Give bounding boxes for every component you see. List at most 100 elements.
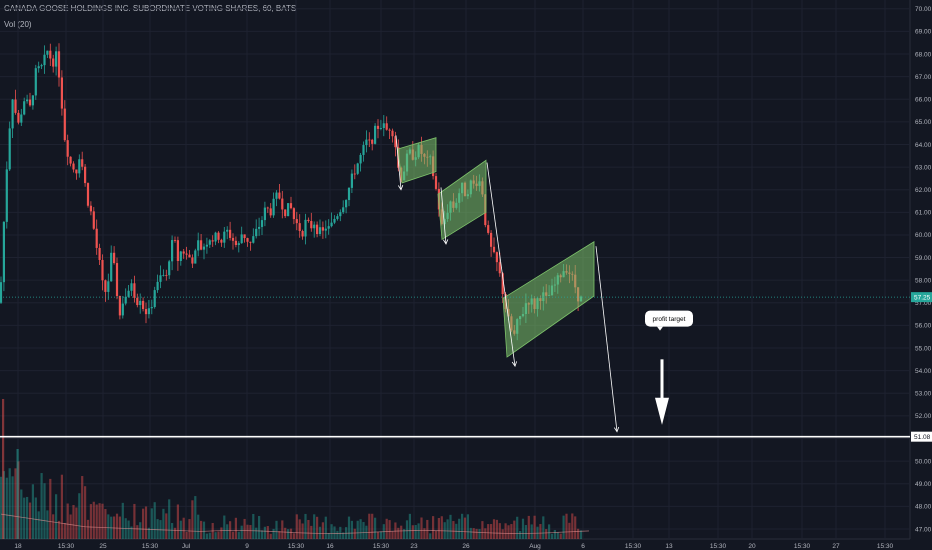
- candle-body: [365, 139, 368, 146]
- support-price-badge[interactable]: [911, 431, 932, 442]
- candle-body: [104, 280, 107, 292]
- candle-body: [278, 192, 281, 199]
- time-axis[interactable]: 18 15:30 25 15:30 Jul 9 15:30 16 15:30 23 26 Aug 6 15…: [14, 543, 893, 550]
- volume-bar: [507, 525, 510, 539]
- volume-bar: [23, 497, 26, 539]
- candle-body: [81, 159, 84, 167]
- candle-body: [490, 232, 493, 247]
- candle-body: [107, 281, 110, 292]
- volume-bar: [516, 516, 519, 539]
- volume-bar: [574, 516, 577, 539]
- candlestick-series: [0, 43, 583, 341]
- volume-bar: [388, 520, 391, 539]
- candle-body: [362, 145, 365, 155]
- candle-body: [385, 123, 388, 130]
- time-tick-label: 25: [99, 543, 107, 550]
- volume-bar: [284, 527, 287, 539]
- volume-bar: [490, 524, 493, 539]
- volume-bar: [342, 532, 345, 539]
- time-tick-label: 16: [326, 543, 334, 550]
- candle-body: [197, 240, 200, 251]
- candle-body: [301, 231, 304, 237]
- candle-body: [434, 176, 438, 189]
- price-tick-label: 56.00: [915, 323, 932, 330]
- candle-body: [46, 50, 49, 55]
- volume-bar: [533, 515, 536, 539]
- candle-body: [165, 275, 168, 276]
- candle-body: [345, 200, 348, 208]
- volume-bar: [31, 484, 34, 539]
- candle-body: [101, 259, 104, 281]
- volume-bar: [487, 524, 490, 539]
- price-axis[interactable]: 47.0048.0049.0050.0051.0052.0053.0054.00…: [911, 6, 932, 533]
- candle-body: [231, 237, 235, 241]
- annotation-overlay: profit target: [0, 135, 910, 438]
- candle-body: [153, 290, 156, 308]
- grid: [0, 0, 911, 540]
- projection-arrow-head: [613, 426, 620, 433]
- candle-body: [168, 261, 171, 276]
- price-tick-label: 57.00: [915, 300, 932, 307]
- volume-bar: [226, 524, 229, 539]
- volume-bar: [266, 526, 269, 539]
- candle-body: [287, 203, 290, 217]
- volume-bar: [548, 524, 551, 539]
- candle-body: [52, 58, 55, 67]
- volume-bar: [403, 529, 406, 539]
- volume-bar: [359, 519, 362, 539]
- volume-bar: [310, 525, 313, 539]
- current-price-badge[interactable]: [911, 292, 932, 303]
- volume-bar: [237, 531, 240, 539]
- volume-bar: [347, 516, 351, 539]
- volume-bar: [133, 503, 136, 539]
- candle-body: [394, 136, 397, 148]
- volume-bar: [81, 476, 84, 539]
- volume-bar: [423, 528, 426, 539]
- volume-bar: [243, 518, 246, 539]
- volume-bar: [101, 503, 104, 539]
- volume-bar: [550, 533, 554, 539]
- volume-bar: [5, 477, 8, 539]
- volume-bar: [324, 516, 327, 539]
- volume-bar: [484, 528, 487, 539]
- volume-bar: [559, 533, 562, 539]
- volume-bar: [72, 505, 75, 539]
- volume-bar: [281, 520, 284, 539]
- volume-bar: [208, 532, 211, 539]
- projection-arrow-head: [511, 361, 518, 367]
- volume-bar: [220, 527, 223, 539]
- volume-bar: [57, 520, 61, 539]
- volume-bar: [165, 513, 168, 539]
- candle-body: [182, 251, 185, 254]
- candle-body: [127, 290, 130, 297]
- volume-bar: [556, 532, 559, 539]
- candle-body: [55, 51, 58, 67]
- volume-bar: [0, 476, 3, 539]
- candle-body: [234, 240, 237, 245]
- candle-body: [188, 254, 191, 258]
- candle-body: [321, 227, 324, 231]
- volume-bar: [368, 513, 371, 539]
- volume-bar: [104, 509, 107, 539]
- candle-body: [37, 66, 40, 69]
- time-tick-label: 15:30: [710, 543, 727, 550]
- volume-bar: [287, 529, 290, 539]
- price-tick-label: 55.00: [915, 345, 932, 352]
- candle-body: [316, 224, 319, 235]
- volume-bar: [217, 531, 220, 539]
- support-price-badge-text: 51.08: [914, 434, 931, 441]
- volume-bar: [55, 494, 58, 539]
- volume-bar: [171, 523, 174, 539]
- volume-bar: [498, 523, 501, 539]
- candle-body: [255, 228, 258, 237]
- volume-bar: [437, 517, 440, 539]
- volume-bar: [40, 473, 43, 539]
- candle-body: [330, 222, 333, 227]
- volume-bar: [16, 449, 19, 539]
- volume-bar: [52, 514, 55, 539]
- candle-body: [34, 68, 37, 96]
- volume-bar: [139, 522, 142, 539]
- volume-bar: [278, 531, 281, 539]
- volume-bar: [492, 519, 496, 539]
